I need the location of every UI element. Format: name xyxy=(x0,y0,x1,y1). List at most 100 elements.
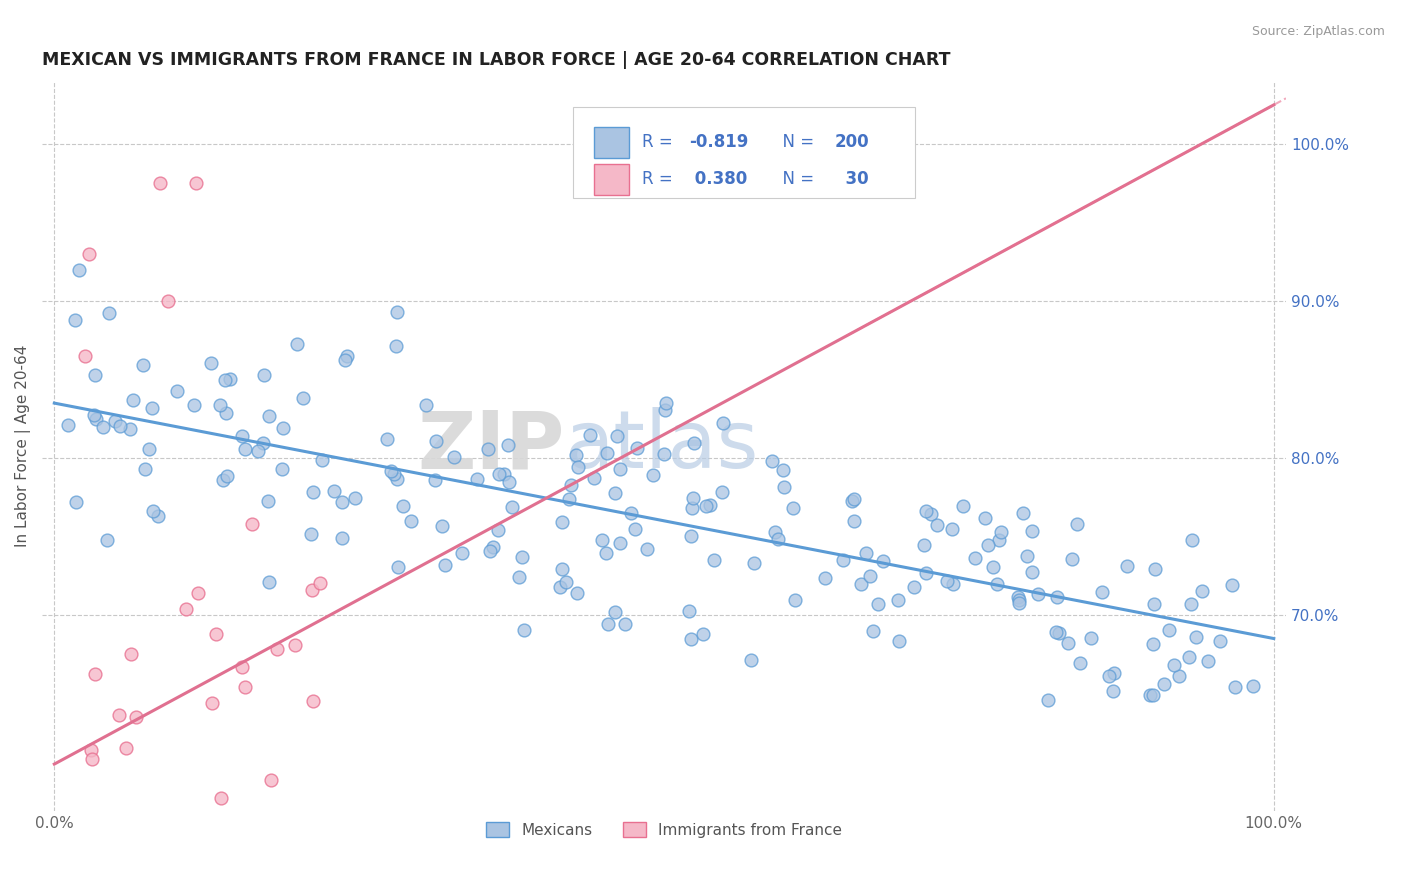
Point xyxy=(104,414,127,428)
Point xyxy=(142,504,165,518)
Point xyxy=(84,412,107,426)
Point xyxy=(496,438,519,452)
Point xyxy=(415,398,437,412)
Point xyxy=(284,638,307,652)
Point xyxy=(425,473,447,487)
Point xyxy=(492,467,515,481)
Text: MEXICAN VS IMMIGRANTS FROM FRANCE IN LABOR FORCE | AGE 20-64 CORRELATION CHART: MEXICAN VS IMMIGRANTS FROM FRANCE IN LAB… xyxy=(42,51,950,69)
Point xyxy=(512,624,534,638)
Point xyxy=(385,339,408,353)
Point xyxy=(231,429,253,443)
Point xyxy=(63,313,86,327)
Point xyxy=(1181,533,1204,547)
Point xyxy=(260,772,283,787)
Point xyxy=(118,422,141,436)
Point xyxy=(595,546,617,560)
Point xyxy=(682,491,704,505)
Point xyxy=(772,462,794,476)
Point xyxy=(915,504,938,518)
Point xyxy=(76,812,98,826)
Point xyxy=(1012,506,1035,520)
Point xyxy=(1091,585,1114,599)
Point xyxy=(146,508,169,523)
Point xyxy=(235,681,257,695)
Point xyxy=(138,442,160,457)
Point xyxy=(477,442,499,456)
Point xyxy=(482,541,505,555)
Point xyxy=(183,398,205,412)
Point xyxy=(1209,634,1232,648)
Point xyxy=(699,498,721,512)
Point xyxy=(501,500,523,514)
Point xyxy=(83,408,105,422)
Point xyxy=(301,582,323,597)
Point xyxy=(291,391,314,405)
Point xyxy=(1241,679,1264,693)
Text: 30: 30 xyxy=(834,170,869,188)
Point xyxy=(385,472,408,486)
Point xyxy=(479,543,502,558)
Point xyxy=(844,515,866,529)
Point xyxy=(125,709,148,723)
Point xyxy=(1225,680,1247,694)
Point xyxy=(1026,587,1049,601)
Point xyxy=(214,406,236,420)
FancyBboxPatch shape xyxy=(595,164,630,194)
Point xyxy=(1045,591,1067,605)
Point xyxy=(678,605,700,619)
Point xyxy=(636,541,658,556)
Point xyxy=(782,500,804,515)
Point xyxy=(679,632,702,647)
Point xyxy=(212,473,235,487)
Point xyxy=(986,577,1008,591)
Point xyxy=(121,648,143,662)
Point xyxy=(1045,624,1067,639)
Point xyxy=(965,551,987,566)
Point xyxy=(742,557,765,571)
FancyBboxPatch shape xyxy=(595,127,630,158)
Point xyxy=(1157,624,1180,638)
Point xyxy=(1191,584,1213,599)
Point xyxy=(596,616,619,631)
Point xyxy=(841,494,863,508)
Point xyxy=(1115,559,1137,574)
Point xyxy=(387,560,409,574)
Point xyxy=(565,449,588,463)
Point xyxy=(380,464,402,478)
Point xyxy=(131,358,153,372)
Point xyxy=(652,447,675,461)
Point xyxy=(681,529,703,543)
Text: R =: R = xyxy=(641,134,678,152)
Point xyxy=(107,708,129,723)
Point xyxy=(551,515,574,529)
Point xyxy=(149,177,172,191)
Point xyxy=(713,416,735,430)
Point xyxy=(330,495,353,509)
Point xyxy=(1153,677,1175,691)
Point xyxy=(430,519,453,533)
Point xyxy=(1142,597,1164,611)
Legend: Mexicans, Immigrants from France: Mexicans, Immigrants from France xyxy=(479,815,848,844)
Point xyxy=(596,446,619,460)
Point xyxy=(285,336,308,351)
Point xyxy=(609,462,631,476)
Point xyxy=(187,586,209,600)
Point xyxy=(1139,688,1161,702)
Point xyxy=(583,471,606,485)
Point xyxy=(425,434,447,449)
Point xyxy=(560,478,582,492)
Point xyxy=(1021,565,1043,579)
Point xyxy=(60,812,83,826)
Point xyxy=(768,532,790,546)
Text: 200: 200 xyxy=(834,134,869,152)
Point xyxy=(565,586,588,600)
Point xyxy=(299,527,322,541)
Point xyxy=(868,597,890,611)
Text: ZIP: ZIP xyxy=(418,408,565,485)
Text: atlas: atlas xyxy=(565,408,759,485)
Point xyxy=(209,790,232,805)
Point xyxy=(510,550,533,565)
Y-axis label: In Labor Force | Age 20-64: In Labor Force | Age 20-64 xyxy=(15,345,31,548)
Point xyxy=(654,403,676,417)
Point xyxy=(257,409,280,424)
